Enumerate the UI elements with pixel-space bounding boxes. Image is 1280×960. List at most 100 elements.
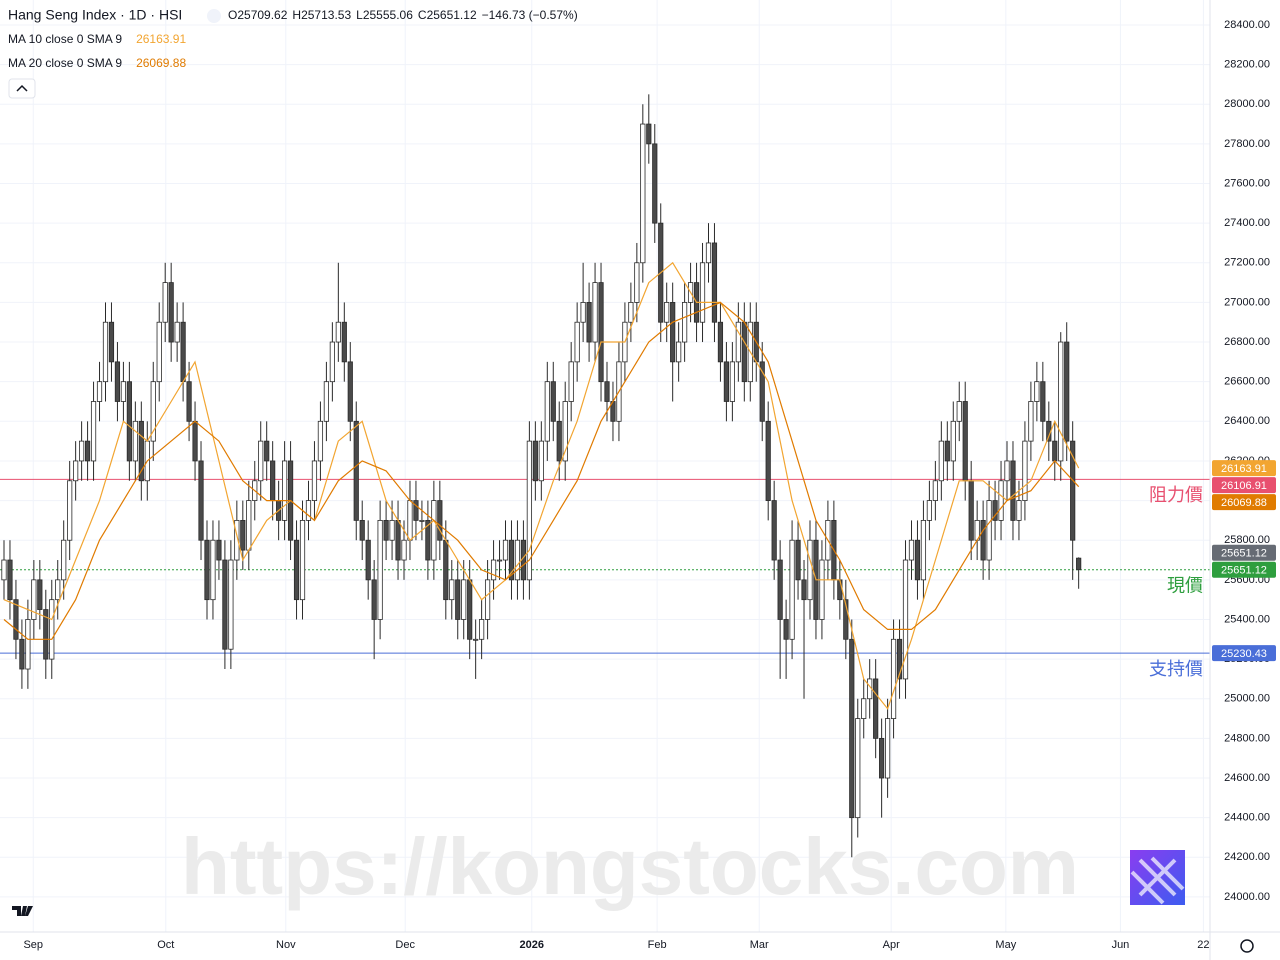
candle-body	[670, 302, 676, 363]
candle	[735, 302, 741, 382]
candle	[258, 421, 264, 501]
candle	[1022, 421, 1028, 521]
candle-body	[783, 619, 789, 640]
candle-body	[1010, 460, 1016, 521]
candle	[723, 342, 730, 422]
candle	[902, 540, 909, 699]
candle-body	[341, 321, 347, 363]
candle-body	[347, 361, 353, 422]
candle	[926, 480, 932, 541]
ohlc-value: 25709.62	[237, 8, 287, 22]
candle	[532, 421, 538, 501]
candle	[771, 480, 777, 580]
candle	[264, 421, 270, 481]
candle	[37, 560, 43, 630]
candle	[353, 401, 359, 541]
candle-body	[467, 579, 473, 640]
chart-title: Hang Seng Index · 1D · HSI	[8, 7, 182, 23]
candle	[580, 262, 586, 343]
candle-body	[455, 579, 461, 620]
candle-body	[246, 500, 252, 551]
logo	[12, 850, 1254, 953]
candle	[843, 579, 849, 660]
candle	[282, 441, 288, 541]
candle-body	[138, 420, 144, 482]
x-tick-label: Sep	[23, 939, 43, 951]
ohlc-key: H	[292, 8, 301, 22]
candle-body	[771, 500, 777, 561]
candle-body	[1, 559, 7, 581]
candle	[96, 361, 103, 422]
candle-body	[682, 302, 688, 343]
candle	[484, 560, 491, 640]
candle	[132, 401, 138, 481]
candle-body	[699, 262, 706, 323]
candle	[67, 460, 73, 561]
candle-body	[479, 619, 485, 640]
candle-body	[1076, 557, 1082, 571]
candle-body	[514, 539, 521, 581]
candle	[777, 540, 783, 679]
candle	[84, 421, 91, 481]
x-tick-label: 22	[1197, 939, 1209, 951]
candle	[938, 421, 944, 501]
candle	[664, 282, 670, 343]
candle-body	[938, 440, 944, 482]
candle-body	[437, 500, 443, 541]
candle-body	[634, 262, 640, 303]
candle	[496, 540, 503, 580]
candle	[526, 421, 532, 600]
candle	[1070, 421, 1076, 580]
candle-body	[1040, 381, 1046, 422]
candle-body	[580, 302, 586, 323]
candle-body	[443, 539, 449, 601]
candle-body	[264, 440, 270, 462]
candle-body	[449, 579, 455, 601]
candle	[646, 94, 652, 164]
ohlc-key: C	[418, 8, 427, 22]
price-tag-label: 26069.88	[1221, 497, 1267, 509]
candle-body	[156, 321, 162, 383]
candle-body	[90, 401, 97, 462]
candle-body	[992, 500, 998, 521]
candle	[568, 342, 574, 422]
y-tick-label: 26600.00	[1224, 376, 1270, 388]
candle-body	[640, 123, 646, 264]
candle-body	[31, 579, 37, 620]
candle-body	[837, 579, 843, 601]
candle-body	[741, 321, 747, 383]
candle-body	[849, 638, 855, 819]
candle	[759, 342, 765, 442]
candle	[293, 520, 300, 620]
candle-body	[628, 302, 634, 323]
candle-body	[944, 440, 950, 462]
candle	[502, 520, 509, 580]
candle-body	[920, 519, 927, 581]
y-tick-label: 25400.00	[1224, 613, 1270, 625]
candle-body	[932, 480, 938, 501]
candle	[329, 322, 335, 402]
collapse-button[interactable]	[8, 78, 36, 99]
settings-button[interactable]	[1240, 939, 1254, 953]
symbol-dot[interactable]	[207, 9, 221, 23]
candle-body	[902, 559, 909, 680]
candle	[305, 480, 312, 541]
tv-logo	[12, 906, 33, 916]
candle	[562, 381, 568, 481]
candle-body	[496, 559, 503, 562]
candle-body	[43, 609, 49, 660]
candle-body	[968, 480, 974, 541]
candle-body	[574, 321, 580, 363]
candle	[431, 480, 437, 580]
site-logo-pattern	[1130, 856, 1185, 905]
candle	[1010, 441, 1016, 541]
candle-body	[19, 638, 25, 670]
price-tag-label: 25651.12	[1221, 548, 1267, 560]
change: −146.73 (−0.57%)	[482, 8, 578, 22]
candle-body	[305, 500, 312, 521]
candle-body	[586, 302, 592, 343]
candle	[425, 500, 431, 580]
candle	[461, 560, 467, 640]
candle-body	[980, 519, 986, 561]
